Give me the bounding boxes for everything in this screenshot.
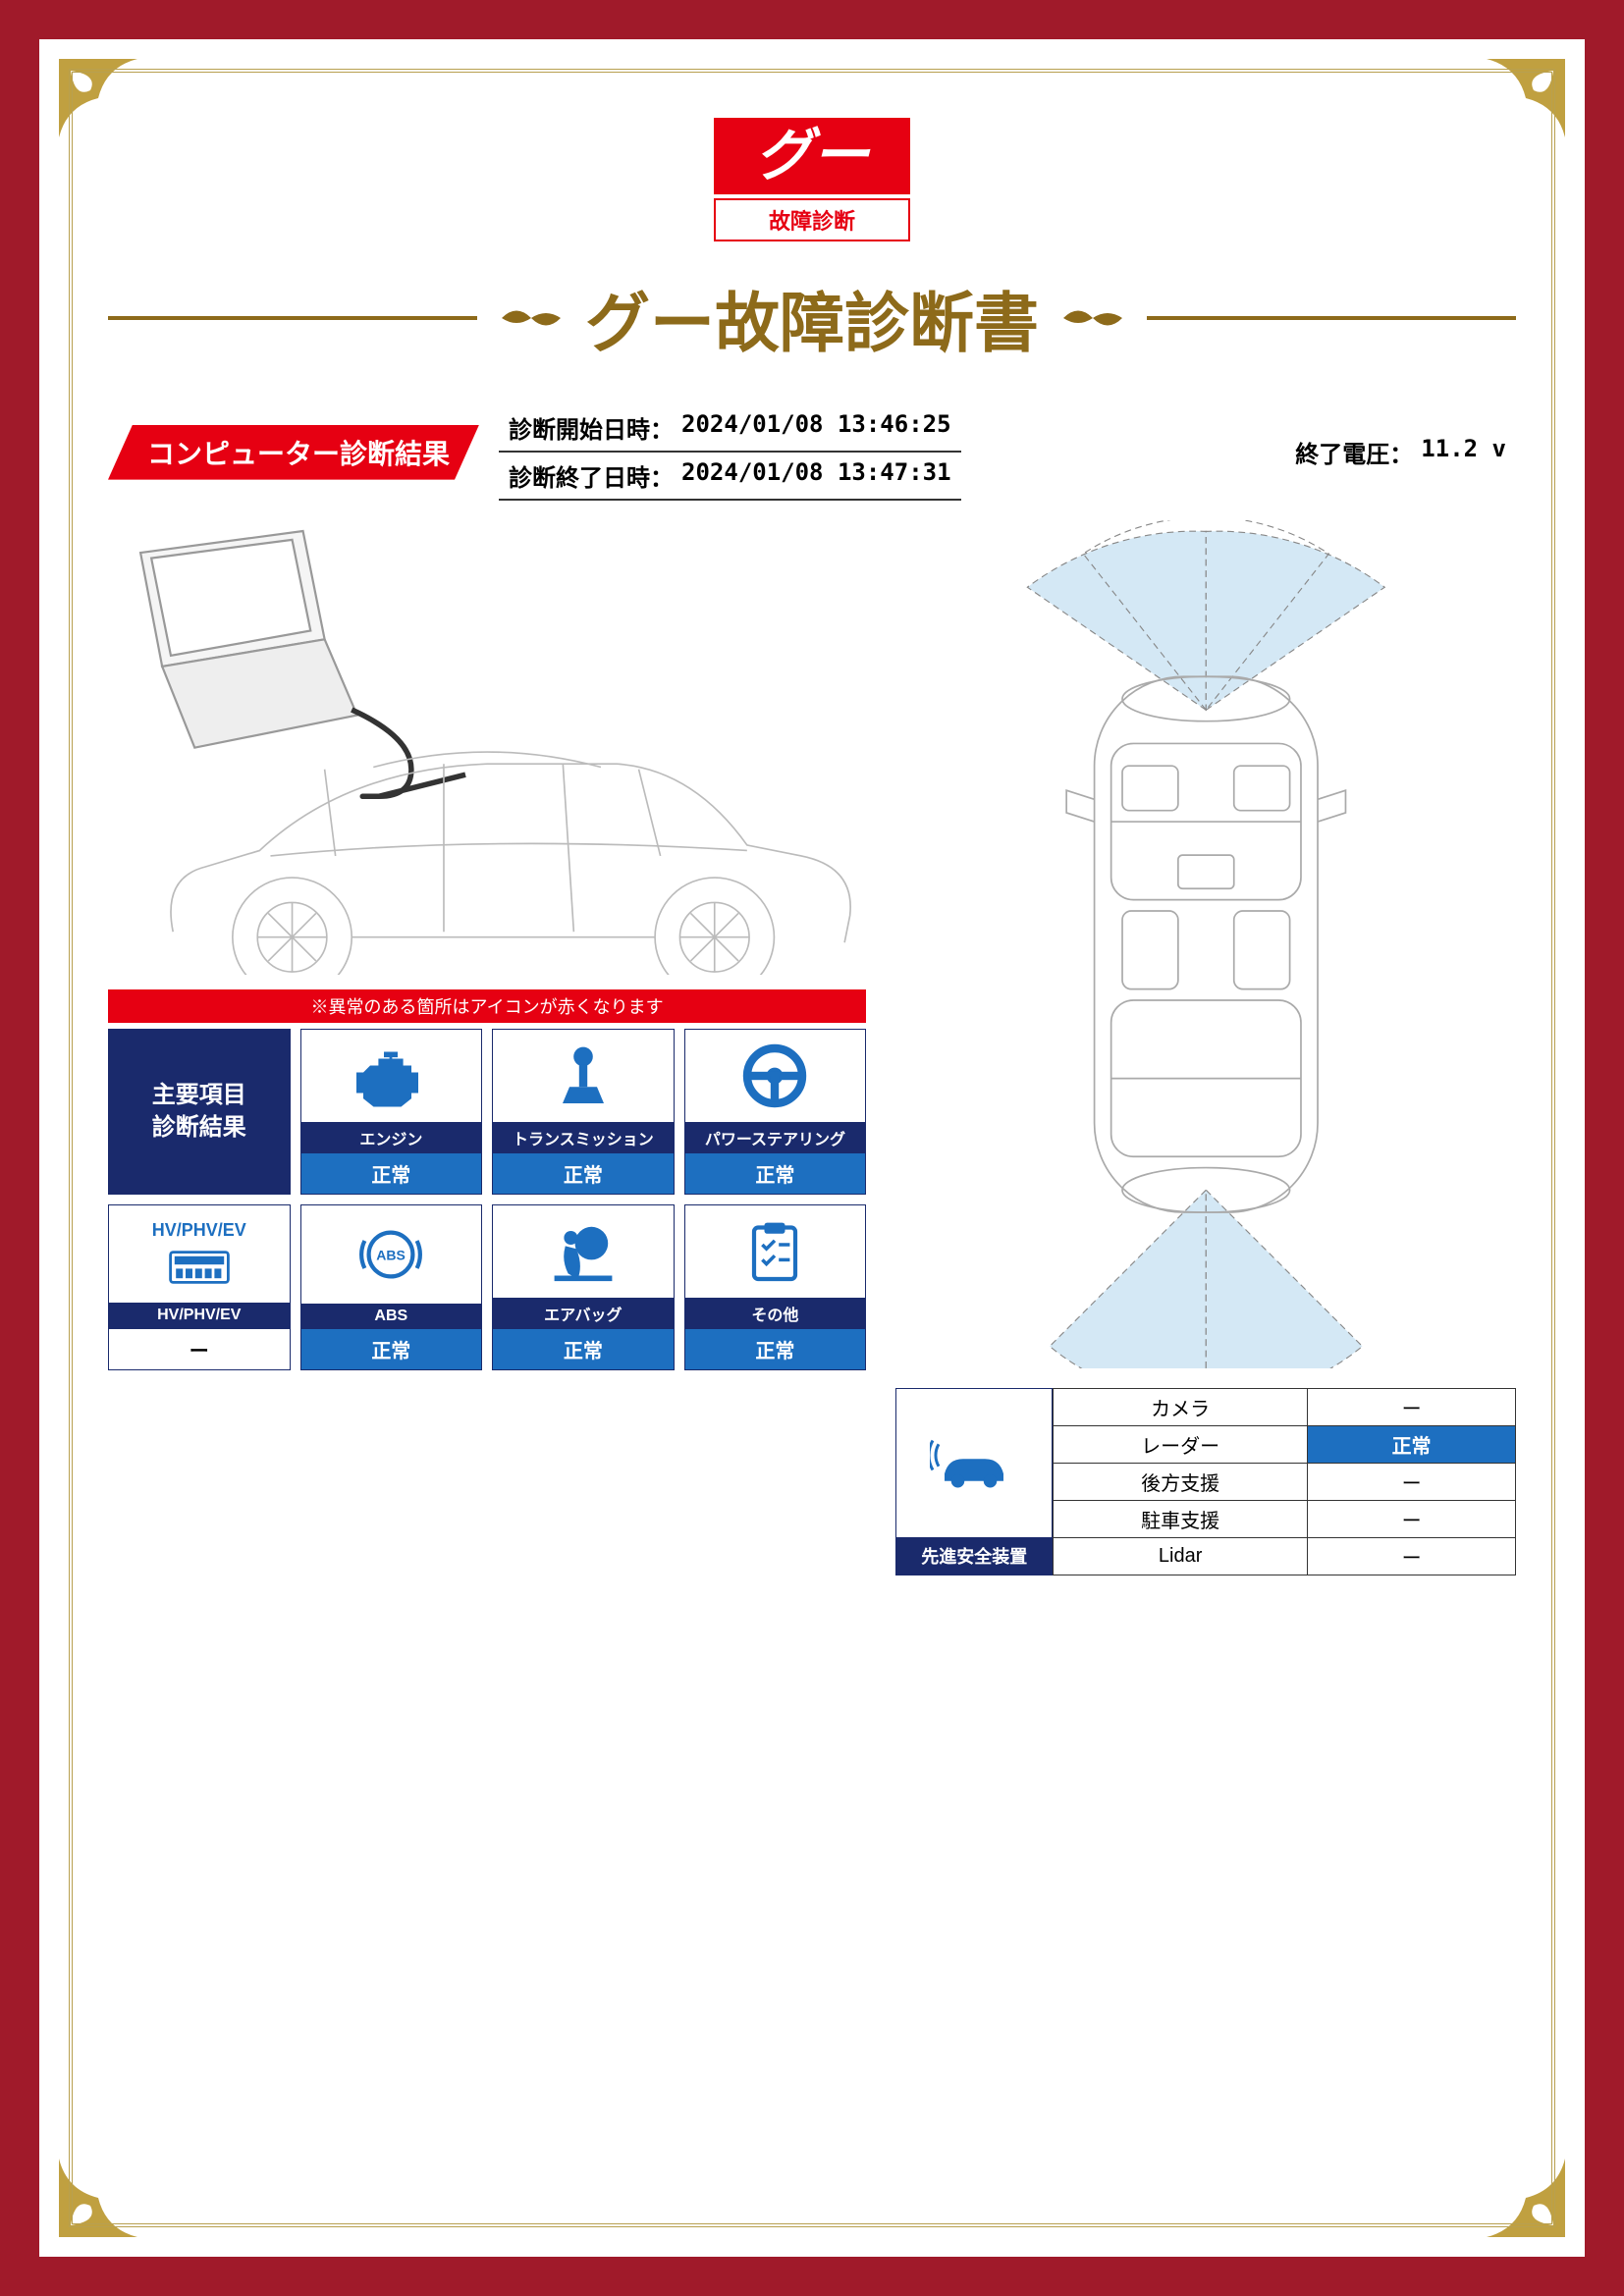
header-info: コンピューター診断結果 診断開始日時： 2024/01/08 13:46:25 …: [108, 404, 1516, 501]
diag-status: ー: [109, 1328, 290, 1369]
table-row: 後方支援ー: [1054, 1463, 1516, 1500]
page: グー 故障診断 グー故障診断書 コンピューター診断結果 診断開始日時： 2024…: [39, 39, 1585, 2257]
safety-header: 先進安全装置: [895, 1388, 1053, 1575]
diag-cell-powersteering: パワーステアリング 正常: [684, 1029, 867, 1195]
battery-icon: [165, 1247, 234, 1288]
safety-value: ー: [1308, 1537, 1516, 1575]
abs-icon: ABS: [356, 1220, 425, 1289]
logo: グー 故障診断: [714, 118, 910, 241]
diagnostic-header-line2: 診断結果: [152, 1111, 246, 1145]
meta-end: 診断終了日時： 2024/01/08 13:47:31: [499, 453, 961, 501]
engine-icon: [356, 1041, 425, 1110]
flourish-icon: [497, 303, 566, 333]
diag-status: 正常: [301, 1153, 482, 1194]
diagram-row: ※異常のある箇所はアイコンが赤くなります 主要項目 診断結果 エンジン 正常: [108, 520, 1516, 1575]
meta-value: 2024/01/08 13:47:31: [681, 458, 951, 493]
logo-brand: グー: [714, 118, 910, 194]
car-radar-icon: [930, 1433, 1018, 1492]
diagnostic-grid: 主要項目 診断結果 エンジン 正常 トランスミッション 正常: [108, 1029, 866, 1370]
content: グー 故障診断 グー故障診断書 コンピューター診断結果 診断開始日時： 2024…: [108, 98, 1516, 2198]
diag-label: エアバッグ: [493, 1298, 674, 1329]
diag-label: トランスミッション: [493, 1122, 674, 1153]
diag-label: ABS: [301, 1304, 482, 1329]
table-row: カメラー: [1054, 1388, 1516, 1425]
title-line: [1147, 316, 1516, 320]
diagnostic-header-line1: 主要項目: [152, 1079, 246, 1112]
flourish-icon: [1058, 303, 1127, 333]
logo-subtitle: 故障診断: [714, 198, 910, 241]
table-row: 駐車支援ー: [1054, 1500, 1516, 1537]
meta-start: 診断開始日時： 2024/01/08 13:46:25: [499, 404, 961, 453]
diag-status: 正常: [685, 1153, 866, 1194]
hv-label: HV/PHV/EV: [152, 1220, 246, 1241]
clipboard-icon: [740, 1217, 809, 1286]
diag-label: HV/PHV/EV: [109, 1303, 290, 1328]
airbag-icon: [549, 1217, 618, 1286]
safety-title: 先進安全装置: [896, 1537, 1052, 1575]
diag-cell-airbag: エアバッグ 正常: [492, 1204, 675, 1370]
diag-cell-abs: ABS ABS 正常: [300, 1204, 483, 1370]
title-row: グー故障診断書: [108, 271, 1516, 365]
diagram-left: ※異常のある箇所はアイコンが赤くなります 主要項目 診断結果 エンジン 正常: [108, 520, 866, 1575]
meta-voltage: 終了電圧： 11.2 v: [1285, 429, 1516, 475]
section-banner: コンピューター診断結果: [108, 425, 479, 480]
safety-table: カメラー レーダー正常 後方支援ー 駐車支援ー Lidarー: [1053, 1388, 1516, 1575]
diag-status: 正常: [685, 1329, 866, 1369]
safety-label: 後方支援: [1054, 1463, 1308, 1500]
safety-label: 駐車支援: [1054, 1500, 1308, 1537]
safety-label: Lidar: [1054, 1537, 1308, 1575]
safety-value: ー: [1308, 1500, 1516, 1537]
page-title: グー故障診断書: [585, 271, 1039, 365]
diag-cell-other: その他 正常: [684, 1204, 867, 1370]
diag-status: 正常: [493, 1329, 674, 1369]
svg-text:ABS: ABS: [377, 1248, 406, 1263]
diag-cell-engine: エンジン 正常: [300, 1029, 483, 1195]
safety-block: 先進安全装置 カメラー レーダー正常 後方支援ー 駐車支援ー Lidarー: [895, 1388, 1516, 1575]
diag-status: 正常: [301, 1329, 482, 1369]
diagnostic-header: 主要項目 診断結果: [108, 1029, 291, 1195]
diag-cell-transmission: トランスミッション 正常: [492, 1029, 675, 1195]
diag-cell-hv: HV/PHV/EV HV/PHV/EV ー: [108, 1204, 291, 1370]
car-top-diagram-icon: [927, 520, 1486, 1368]
car-side-diagram-icon: [108, 520, 866, 975]
diag-label: その他: [685, 1298, 866, 1329]
meta-label: 診断開始日時：: [509, 410, 674, 445]
safety-value: ー: [1308, 1388, 1516, 1425]
diag-label: パワーステアリング: [685, 1122, 866, 1153]
diag-label: エンジン: [301, 1122, 482, 1153]
title-line: [108, 316, 477, 320]
diagram-right: 先進安全装置 カメラー レーダー正常 後方支援ー 駐車支援ー Lidarー: [895, 520, 1516, 1575]
steering-icon: [740, 1041, 809, 1110]
meta-value: 2024/01/08 13:46:25: [681, 410, 951, 445]
diag-status: 正常: [493, 1153, 674, 1194]
meta-value: 11.2 v: [1421, 435, 1506, 469]
transmission-icon: [549, 1041, 618, 1110]
safety-label: レーダー: [1054, 1425, 1308, 1463]
safety-value: ー: [1308, 1463, 1516, 1500]
table-row: レーダー正常: [1054, 1425, 1516, 1463]
safety-label: カメラ: [1054, 1388, 1308, 1425]
safety-value: 正常: [1308, 1425, 1516, 1463]
diagnostic-note: ※異常のある箇所はアイコンが赤くなります: [108, 989, 866, 1023]
meta-label: 終了電圧：: [1295, 435, 1413, 469]
meta-label: 診断終了日時：: [509, 458, 674, 493]
table-row: Lidarー: [1054, 1537, 1516, 1575]
